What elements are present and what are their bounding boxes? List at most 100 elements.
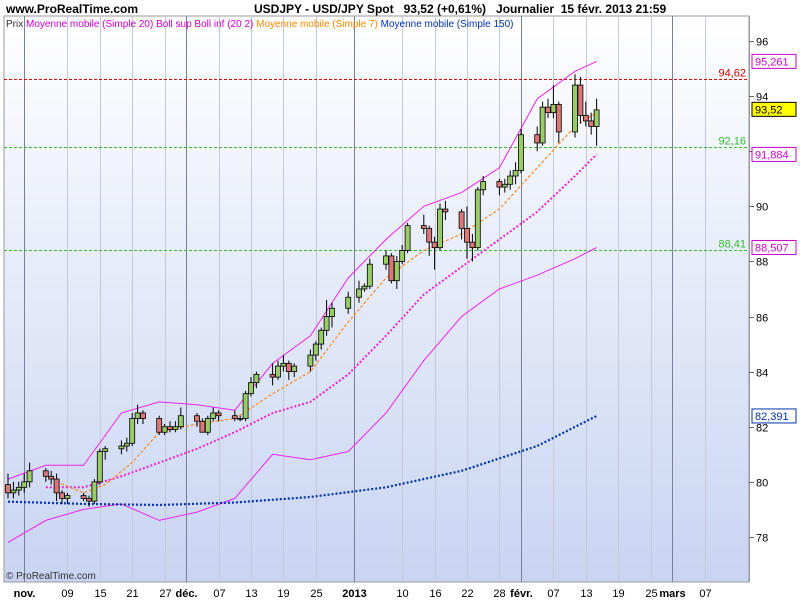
- y-tick-label: 80: [756, 478, 768, 490]
- candle-up: [512, 170, 519, 177]
- legend-item: Boll sup Boll inf (20 2): [153, 19, 253, 30]
- candle-down: [431, 241, 438, 249]
- candle-down: [80, 495, 87, 499]
- price-badge-label: 95,261: [755, 56, 789, 68]
- level-label: 92,16: [718, 136, 746, 148]
- candle-up: [329, 307, 335, 317]
- ma20-line: [45, 153, 598, 489]
- x-tick-label: 19: [612, 588, 624, 600]
- candle-down: [167, 426, 173, 430]
- price-badge-label: 93,52: [755, 104, 783, 116]
- price-badge-label: 88,507: [755, 242, 789, 254]
- price-badge: [751, 408, 797, 424]
- last-value: 93,52 (+0,61%): [403, 2, 486, 16]
- candle-up: [96, 451, 103, 483]
- site-label[interactable]: www.ProRealTime.com: [6, 2, 139, 16]
- price-badge-label: 82,391: [755, 411, 789, 423]
- candle-up: [383, 255, 389, 265]
- candle-up: [550, 103, 557, 114]
- candle-up: [318, 329, 325, 345]
- candle-up: [280, 362, 287, 367]
- candle-up: [312, 343, 319, 356]
- candle-up: [593, 109, 600, 127]
- candle-up: [291, 365, 298, 373]
- candle-down: [231, 415, 238, 419]
- candle-down: [545, 106, 551, 114]
- candle-up: [177, 415, 184, 428]
- legend-item: Moyenne mobile (Simple 20): [23, 19, 153, 30]
- candle-down: [442, 208, 449, 213]
- x-axis: nov. 09 15 21 27 déc. 07 13 19 25 2013 10 16 22 28 févr…: [14, 588, 712, 600]
- x-tick-label: 09: [61, 588, 73, 600]
- candle-down: [199, 420, 206, 433]
- x-tick-label: 07: [213, 588, 225, 600]
- legend: Prix Moyenne mobile (Simple 20) Boll sup…: [6, 19, 513, 30]
- x-tick-label: févr.: [510, 588, 533, 600]
- candle-down: [496, 181, 503, 188]
- vertical-grid: [24, 16, 706, 582]
- candle-up: [356, 288, 362, 298]
- x-tick-label: 27: [159, 588, 171, 600]
- price-badges: 95,261 93,52 91,884 88,507 82,391: [751, 53, 797, 424]
- x-tick-label: 15: [94, 588, 106, 600]
- candle-down: [215, 412, 222, 417]
- candles: [5, 74, 600, 507]
- candle-down: [53, 478, 60, 494]
- x-tick-label: déc.: [175, 588, 197, 600]
- candle-up: [172, 426, 179, 430]
- price-badge: [751, 239, 797, 255]
- candle-up: [237, 418, 244, 420]
- x-tick-label: 16: [429, 588, 441, 600]
- candle-up: [91, 481, 98, 502]
- candle-down: [458, 211, 465, 229]
- instrument-name: USDJPY - USD/JPY Spot: [254, 2, 394, 16]
- y-tick-label: 78: [756, 533, 768, 545]
- horizontal-levels: 94,62 92,16 88,41: [4, 68, 749, 251]
- candle-up: [539, 106, 546, 144]
- x-tick-label: 13: [245, 588, 257, 600]
- candle-down: [464, 227, 470, 243]
- moving-averages: [7, 112, 598, 507]
- candle-up: [399, 250, 406, 262]
- candle-up: [366, 263, 373, 287]
- x-tick-label: 07: [699, 588, 711, 600]
- candle-down: [269, 373, 276, 378]
- candle-up: [501, 183, 508, 188]
- candle-up: [518, 134, 524, 171]
- price-badge: [751, 53, 797, 69]
- candle-up: [307, 354, 314, 367]
- bollinger-bands: [7, 60, 597, 543]
- ma150-line: [7, 415, 598, 507]
- period-label: Journalier: [496, 2, 555, 16]
- candle-up: [248, 382, 254, 395]
- candle-down: [582, 115, 589, 122]
- y-tick-label: 96: [756, 37, 768, 49]
- ma7-line: [56, 112, 597, 494]
- candle-up: [118, 445, 125, 450]
- candle-up: [437, 208, 443, 249]
- candle-up: [64, 495, 71, 499]
- candle-down: [42, 470, 49, 477]
- x-tick-label: 28: [493, 588, 505, 600]
- candle-down: [388, 255, 395, 282]
- candle-up: [134, 412, 141, 419]
- price-badge-label: 91,884: [755, 149, 789, 161]
- candle-down: [555, 103, 562, 133]
- candle-down: [48, 475, 55, 480]
- x-tick-label: 07: [547, 588, 559, 600]
- x-tick-label: 13: [580, 588, 592, 600]
- datetime-label: 15 févr. 2013 21:59: [560, 2, 667, 16]
- candle-down: [285, 362, 292, 373]
- y-tick-label: 82: [756, 423, 768, 435]
- candle-up: [393, 261, 400, 282]
- candle-up: [253, 373, 260, 384]
- candle-down: [534, 134, 541, 144]
- x-tick-label: 19: [277, 588, 289, 600]
- y-tick-label: 94: [756, 92, 768, 104]
- candle-up: [102, 448, 109, 452]
- candle-up: [21, 481, 28, 488]
- y-tick-label: 90: [756, 202, 768, 214]
- candle-down: [588, 120, 595, 127]
- candle-up: [480, 181, 487, 191]
